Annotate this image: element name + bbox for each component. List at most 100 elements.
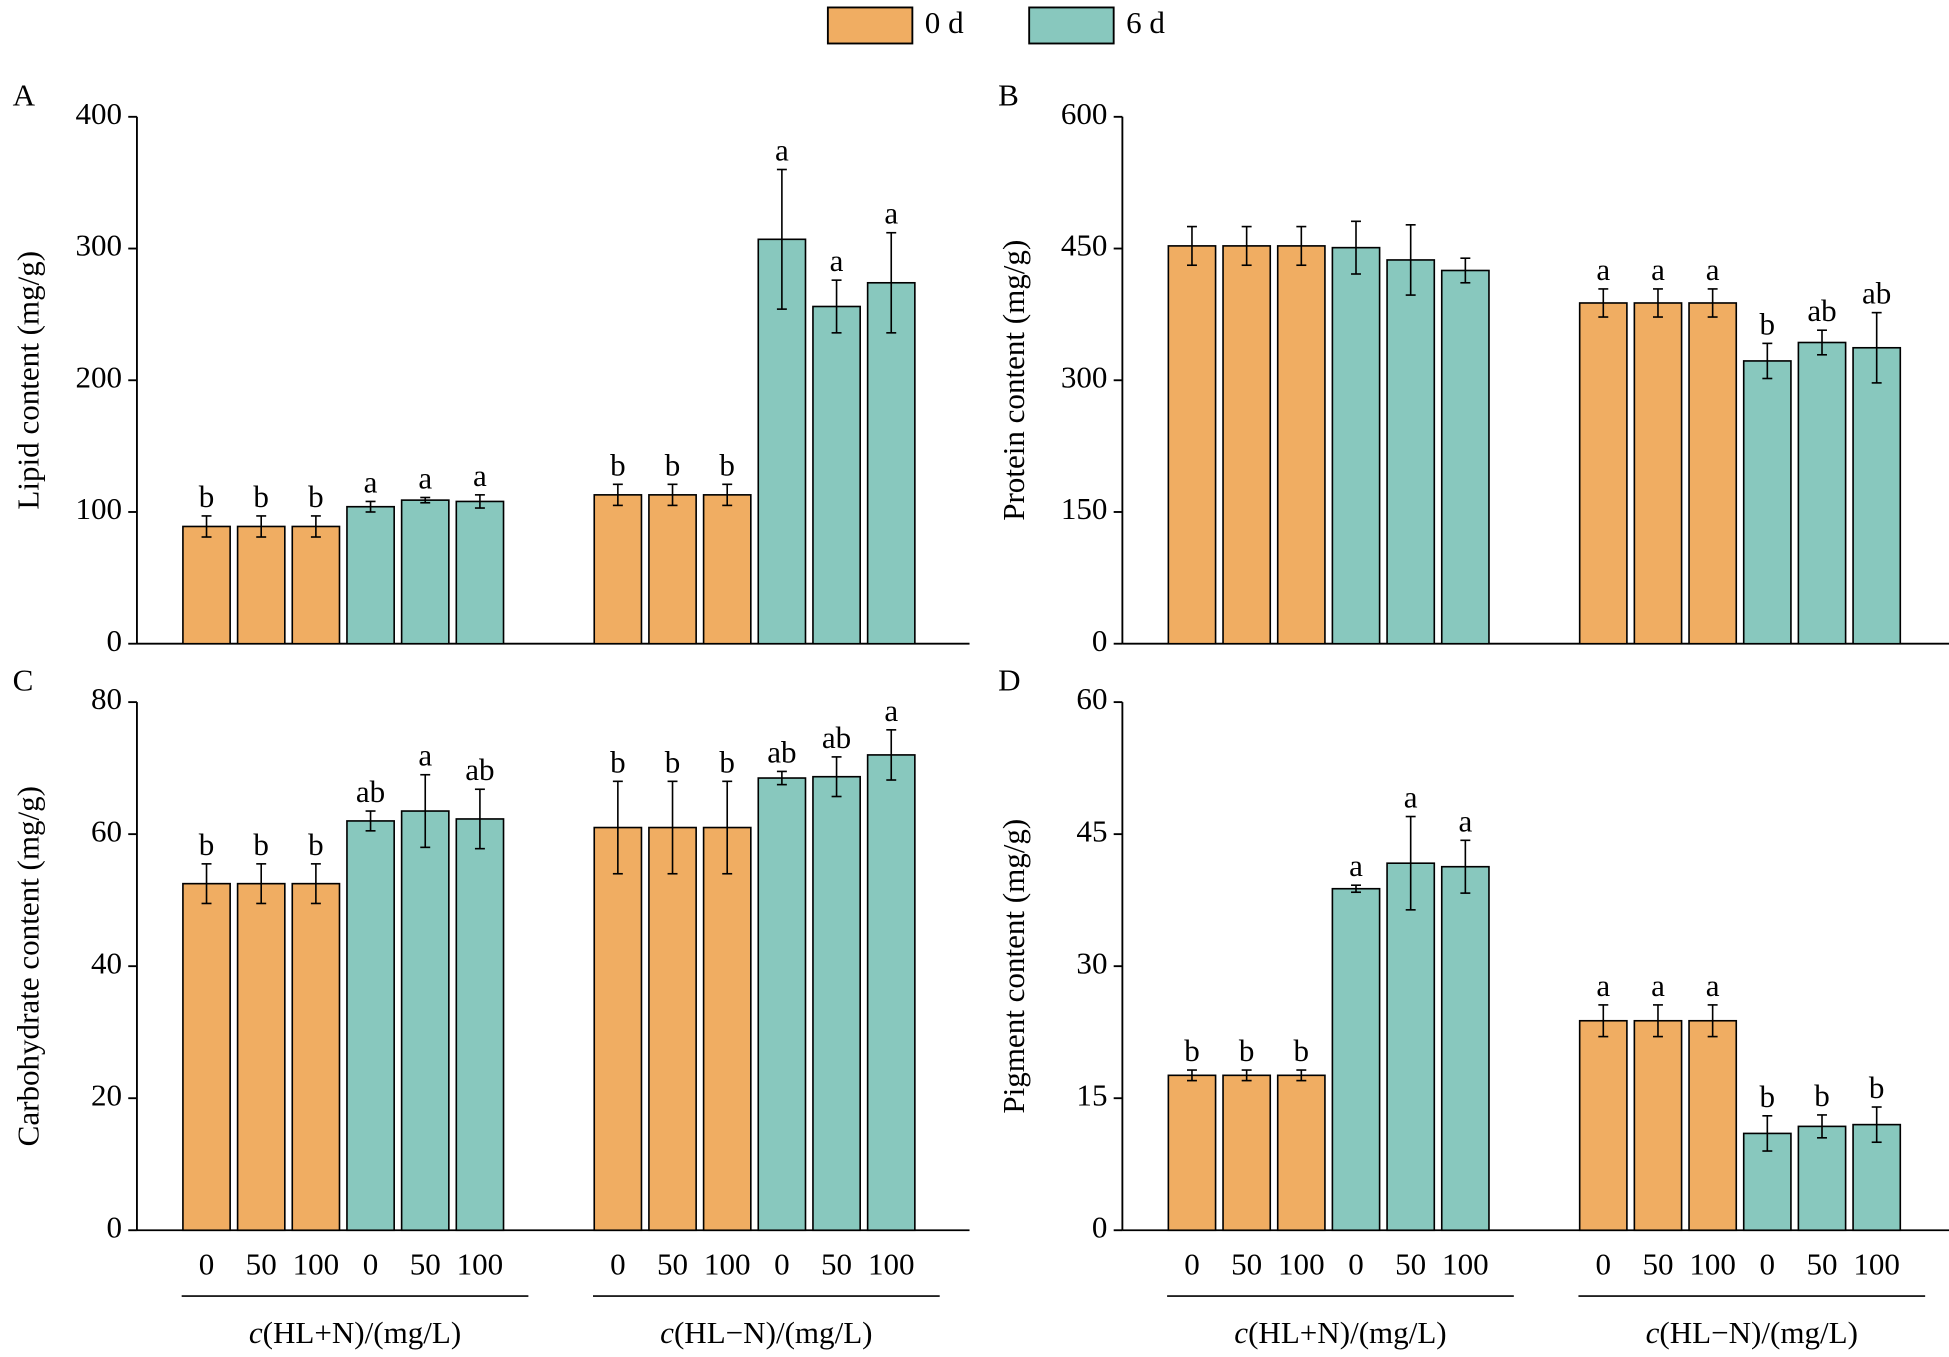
y-tick-label: 450 <box>1061 228 1108 263</box>
bar <box>1633 302 1683 645</box>
y-tick-label: 300 <box>75 228 122 263</box>
group-label: c(HL+N)/(mg/L) <box>249 1315 461 1350</box>
y-tick-label: 300 <box>1061 359 1108 394</box>
bar <box>182 525 231 645</box>
significance-label: b <box>1184 1033 1200 1068</box>
x-tick-label: 100 <box>1689 1247 1736 1282</box>
significance-label: a <box>1651 968 1665 1003</box>
bar <box>1222 245 1272 645</box>
bar <box>1222 1074 1272 1232</box>
group-label: c(HL−N)/(mg/L) <box>1646 1315 1858 1350</box>
significance-label: ab <box>1807 293 1836 328</box>
bar <box>812 775 861 1232</box>
bar <box>1633 1019 1683 1232</box>
bar <box>1386 862 1436 1232</box>
y-axis-label: Pigment content (mg/g) <box>996 819 1031 1114</box>
x-tick-label: 100 <box>1442 1247 1489 1282</box>
significance-label: b <box>719 744 735 779</box>
bar <box>1578 1019 1628 1232</box>
significance-label: b <box>308 479 324 514</box>
significance-label: b <box>199 827 215 862</box>
bar <box>812 305 861 645</box>
y-tick-label: 0 <box>1092 623 1108 658</box>
x-tick-label: 0 <box>610 1247 626 1282</box>
significance-label: a <box>1596 252 1610 287</box>
bar <box>1276 245 1326 645</box>
significance-label: b <box>610 744 626 779</box>
y-tick-label: 40 <box>91 945 122 980</box>
bar <box>291 882 341 1232</box>
bar <box>1167 245 1217 645</box>
bar <box>346 505 395 645</box>
significance-label: b <box>1760 306 1776 341</box>
significance-label: a <box>830 243 844 278</box>
significance-label: ab <box>1862 276 1891 311</box>
significance-label: a <box>1596 968 1610 1003</box>
bar <box>455 500 505 645</box>
significance-label: b <box>199 479 215 514</box>
significance-label: a <box>1651 252 1665 287</box>
y-tick-label: 60 <box>91 813 122 848</box>
y-tick-label: 600 <box>1061 96 1108 131</box>
y-axis-label: Protein content (mg/g) <box>996 240 1031 521</box>
x-tick-label: 100 <box>1853 1247 1900 1282</box>
x-tick-label: 50 <box>1642 1247 1673 1282</box>
group-label: c(HL+N)/(mg/L) <box>1234 1315 1446 1350</box>
significance-label: b <box>1814 1078 1830 1113</box>
bar <box>593 494 643 645</box>
significance-label: ab <box>465 752 494 787</box>
significance-label: b <box>719 447 735 482</box>
x-tick-label: 100 <box>457 1247 504 1282</box>
significance-label: b <box>253 479 269 514</box>
bar <box>757 777 807 1232</box>
bar <box>1440 269 1490 645</box>
bar <box>455 818 505 1232</box>
significance-label: a <box>418 738 432 773</box>
x-tick-label: 100 <box>1278 1247 1325 1282</box>
bar <box>648 826 697 1232</box>
bar <box>1797 1125 1847 1232</box>
significance-label: a <box>473 458 487 493</box>
significance-label: b <box>1869 1070 1885 1105</box>
bar <box>702 826 752 1232</box>
panel-label: B <box>998 77 1019 112</box>
x-tick-label: 0 <box>1596 1247 1612 1282</box>
bar <box>400 810 450 1232</box>
bar <box>1688 302 1738 645</box>
significance-label: a <box>1404 780 1418 815</box>
x-tick-label: 0 <box>774 1247 790 1282</box>
panel-label: D <box>998 663 1020 698</box>
bar <box>291 525 341 645</box>
y-tick-label: 200 <box>75 359 122 394</box>
significance-label: a <box>884 693 898 728</box>
bar <box>1276 1074 1326 1232</box>
y-tick-label: 0 <box>1092 1209 1108 1244</box>
bar <box>1167 1074 1217 1232</box>
significance-label: ab <box>356 774 385 809</box>
significance-label: b <box>665 744 681 779</box>
y-tick-label: 45 <box>1076 813 1107 848</box>
x-tick-label: 50 <box>410 1247 441 1282</box>
significance-label: a <box>1706 252 1720 287</box>
significance-label: a <box>1458 803 1472 838</box>
bar <box>236 525 286 645</box>
significance-label: a <box>364 464 378 499</box>
bar <box>702 494 752 645</box>
y-tick-label: 20 <box>91 1077 122 1112</box>
y-tick-label: 15 <box>1076 1077 1107 1112</box>
bar <box>346 820 395 1232</box>
panel-label: A <box>13 77 36 112</box>
x-tick-label: 0 <box>1348 1247 1364 1282</box>
significance-label: a <box>775 132 789 167</box>
bar <box>593 826 643 1232</box>
bar <box>1852 346 1902 645</box>
x-tick-label: 0 <box>199 1247 215 1282</box>
x-tick-label: 50 <box>821 1247 852 1282</box>
y-tick-label: 60 <box>1076 681 1107 716</box>
bar <box>400 499 450 645</box>
x-tick-label: 0 <box>363 1247 379 1282</box>
significance-label: b <box>1239 1033 1255 1068</box>
bar <box>866 754 916 1232</box>
x-tick-label: 0 <box>1760 1247 1776 1282</box>
x-tick-label: 100 <box>293 1247 340 1282</box>
